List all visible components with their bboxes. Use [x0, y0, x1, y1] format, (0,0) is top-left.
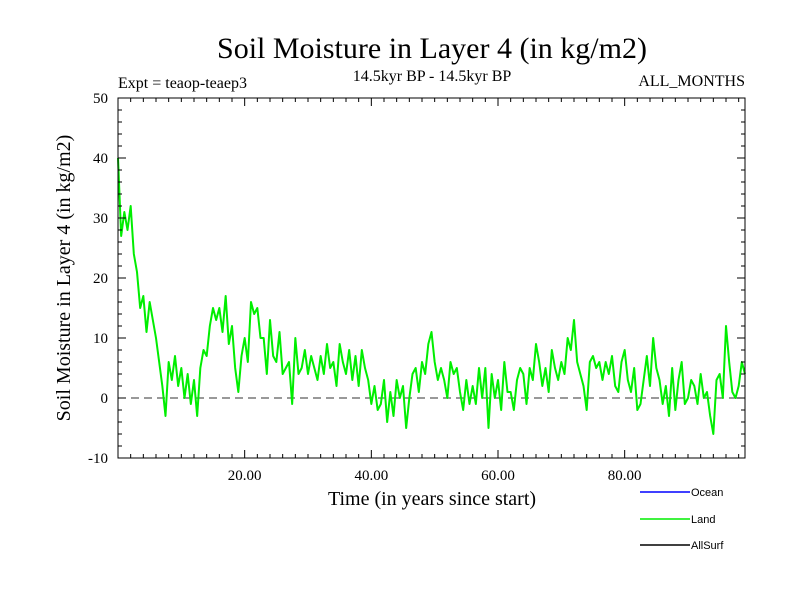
x-tick-label: 80.00: [608, 468, 642, 484]
legend-label-land: Land: [691, 514, 715, 526]
x-tick-label: 20.00: [228, 468, 262, 484]
plot-frame: [117, 97, 746, 459]
experiment-label: Expt = teaop-teaep3: [118, 75, 247, 92]
x-tick-label: 40.00: [354, 468, 388, 484]
legend-label-ocean: Ocean: [691, 487, 723, 499]
chart-title: Soil Moisture in Layer 4 (in kg/m2): [217, 32, 647, 65]
x-tick-labels: 20.00 40.00 60.00 80.00: [228, 468, 642, 484]
y-tick-label: 40: [93, 151, 108, 167]
y-tick-label: 50: [93, 91, 108, 107]
months-label: ALL_MONTHS: [638, 73, 745, 90]
y-tick-labels: -10 0 10 20 30 40 50: [88, 91, 108, 467]
y-tick-label: 20: [93, 271, 108, 287]
x-axis-label: Time (in years since start): [328, 488, 536, 510]
y-tick-label: 30: [93, 211, 108, 227]
y-tick-label: 0: [101, 391, 109, 407]
y-tick-label: 10: [93, 331, 108, 347]
legend-label-allsurf: AllSurf: [691, 540, 724, 552]
y-tick-label: -10: [88, 451, 108, 467]
period-label: 14.5kyr BP - 14.5kyr BP: [353, 68, 512, 85]
tick-layer: [117, 97, 745, 459]
x-tick-label: 60.00: [481, 468, 515, 484]
series-line-land: [117, 157, 746, 435]
legend: Ocean Land AllSurf: [640, 487, 724, 552]
y-axis-label: Soil Moisture in Layer 4 (in kg/m2): [53, 135, 75, 422]
series-layer: [117, 157, 746, 435]
